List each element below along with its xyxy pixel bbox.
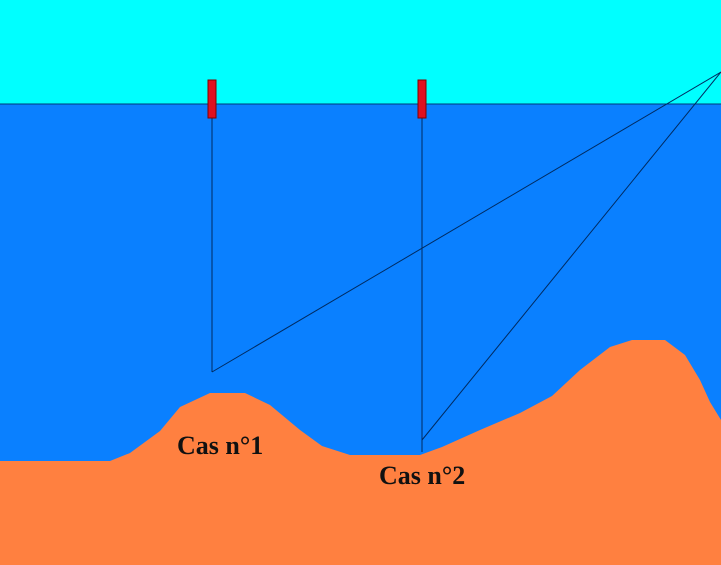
oblique-line — [421, 71, 721, 441]
seabed — [0, 340, 721, 565]
case-label: Cas n°1 — [177, 431, 263, 460]
buoy — [207, 79, 217, 119]
case-label: Cas n°2 — [379, 461, 465, 490]
buoy — [417, 79, 427, 119]
sky — [0, 0, 721, 104]
oblique-line — [211, 71, 721, 373]
